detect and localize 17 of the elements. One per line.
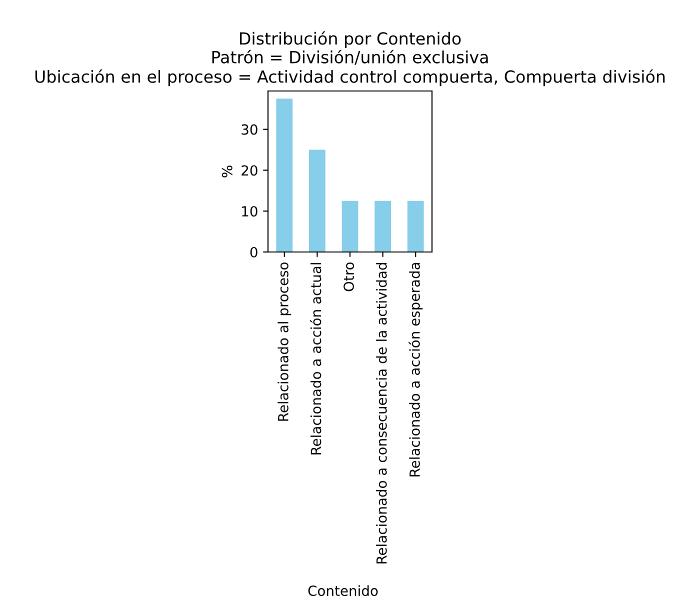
y-tick-label: 20 [242, 165, 258, 176]
chart-title: Distribución por Contenido Patrón = División/unión exclusiva Ubicación en el proceso = Actividad control compuerta, Compuerta división [35, 31, 665, 86]
bar [309, 150, 326, 252]
bar [342, 200, 358, 252]
bar [276, 98, 293, 252]
x-axis-title: Contenido [308, 585, 378, 596]
y-tick-label: 0 [250, 246, 258, 258]
x-tick-label: Relacionado a acción esperada [408, 262, 423, 476]
bar [407, 200, 424, 252]
bar [374, 200, 391, 252]
x-tick-label: Relacionado al proceso [278, 262, 292, 421]
y-axis-title: % [222, 166, 232, 178]
x-tick-label: Otro [344, 262, 354, 292]
x-tick-label: Relacionado a consecuencia de la actividad [376, 262, 387, 564]
x-tick-label: Relacionado a acción actual [310, 263, 322, 454]
y-tick-label: 30 [242, 124, 258, 135]
y-tick-label: 10 [242, 206, 258, 217]
